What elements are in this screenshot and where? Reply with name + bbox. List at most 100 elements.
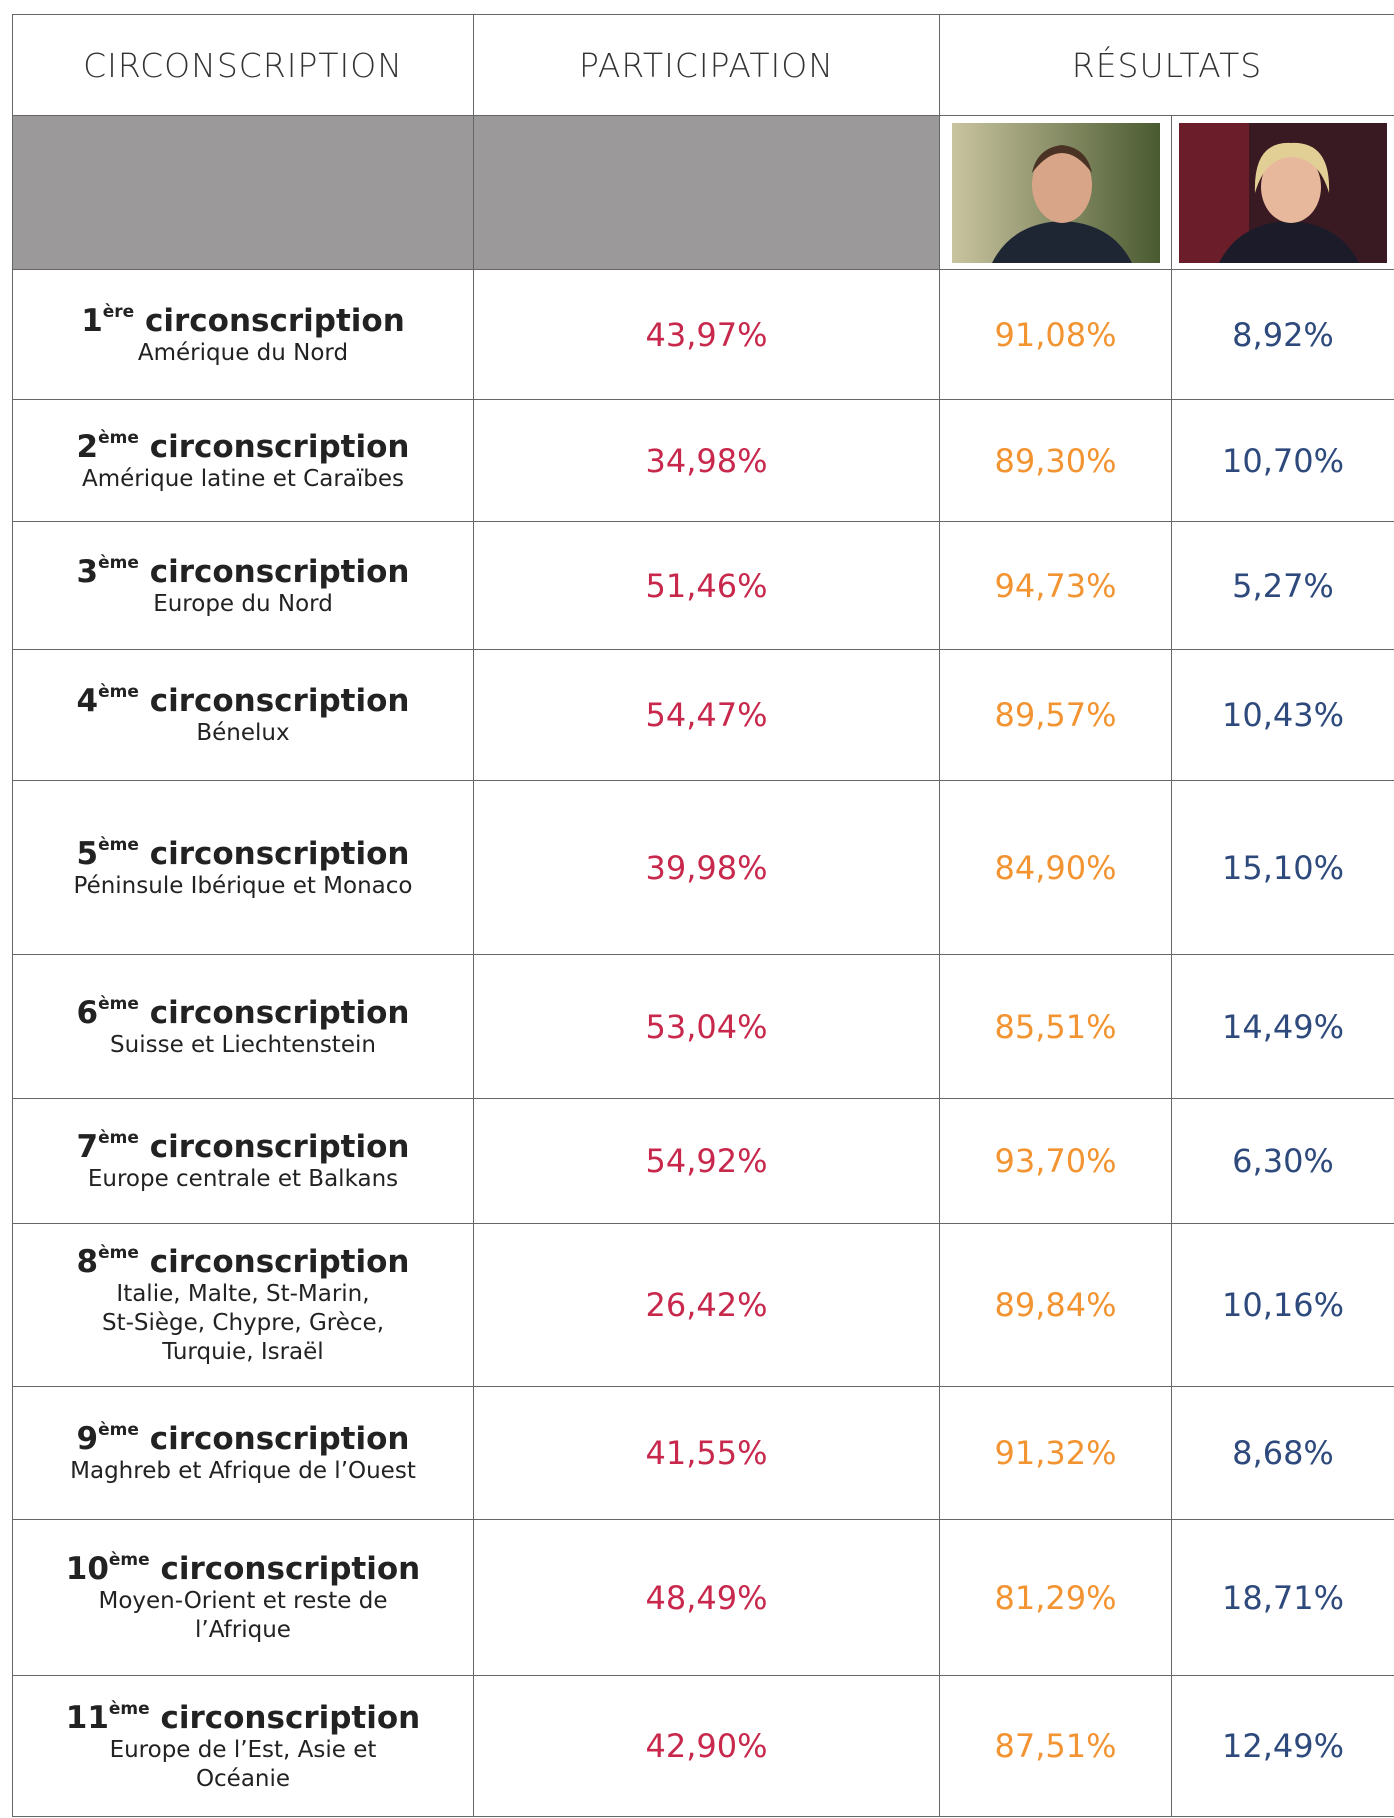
- header-text: RÉSULTATS: [1072, 46, 1262, 85]
- district-label: circonscription: [150, 554, 410, 590]
- district-region: Italie, Malte, St-Marin,: [116, 1280, 369, 1309]
- header-cell: PARTICIPATION: [474, 14, 940, 116]
- value: 93,70%: [994, 1142, 1116, 1180]
- district-title: 6ème circonscription: [77, 994, 410, 1031]
- district-label: circonscription: [145, 303, 405, 339]
- table-cell: 85,51%: [940, 955, 1172, 1099]
- value: 34,98%: [645, 442, 767, 480]
- district-label: circonscription: [150, 1421, 410, 1457]
- table-cell: 15,10%: [1172, 781, 1394, 955]
- district-suffix: ème: [98, 835, 139, 855]
- value: 94,73%: [994, 567, 1116, 605]
- district-title: 4ème circonscription: [77, 682, 410, 719]
- district-number: 6: [77, 995, 99, 1031]
- value: 14,49%: [1222, 1008, 1344, 1046]
- district-title: 11ème circonscription: [66, 1699, 421, 1736]
- district-region: Océanie: [196, 1765, 290, 1794]
- table-cell: 84,90%: [940, 781, 1172, 955]
- photo-cell: [1172, 116, 1394, 270]
- table-cell: 87,51%: [940, 1676, 1172, 1817]
- table-cell: 41,55%: [474, 1387, 940, 1520]
- table-cell: 8,92%: [1172, 270, 1394, 400]
- district-number: 4: [77, 683, 99, 719]
- district-suffix: ème: [109, 1550, 150, 1570]
- district-region: Péninsule Ibérique et Monaco: [74, 872, 413, 901]
- value: 54,92%: [645, 1142, 767, 1180]
- table-cell: 54,47%: [474, 650, 940, 781]
- district-region: Maghreb et Afrique de l’Ouest: [70, 1457, 416, 1486]
- district-region: Suisse et Liechtenstein: [110, 1031, 376, 1060]
- table-cell: 43,97%: [474, 270, 940, 400]
- district-suffix: ème: [98, 682, 139, 702]
- district-title: 5ème circonscription: [77, 835, 410, 872]
- value: 8,92%: [1232, 316, 1334, 354]
- district-region: St-Siège, Chypre, Grèce,: [102, 1309, 384, 1338]
- district-title: 9ème circonscription: [77, 1420, 410, 1457]
- value: 81,29%: [994, 1579, 1116, 1617]
- header-text: PARTICIPATION: [579, 46, 834, 85]
- district-number: 5: [77, 836, 99, 872]
- district-number: 8: [77, 1244, 99, 1280]
- page: CIRCONSCRIPTION PARTICIPATION RÉSULTATS …: [0, 0, 1394, 1818]
- photo: [1179, 123, 1387, 263]
- table-cell: 10,43%: [1172, 650, 1394, 781]
- photo: [952, 123, 1160, 263]
- value: 51,46%: [645, 567, 767, 605]
- value: 15,10%: [1222, 849, 1344, 887]
- table-cell: 53,04%: [474, 955, 940, 1099]
- table-cell: 89,30%: [940, 400, 1172, 522]
- table-cell: 10,70%: [1172, 400, 1394, 522]
- table-cell: 6,30%: [1172, 1099, 1394, 1224]
- district-title: 2ème circonscription: [77, 428, 410, 465]
- value: 5,27%: [1232, 567, 1334, 605]
- gray-cell: [12, 116, 474, 270]
- district-number: 10: [66, 1551, 109, 1587]
- district-region: Moyen-Orient et reste de: [99, 1587, 388, 1616]
- value: 54,47%: [645, 696, 767, 734]
- district-label: circonscription: [150, 1129, 410, 1165]
- value: 26,42%: [645, 1286, 767, 1324]
- value: 43,97%: [645, 316, 767, 354]
- district-suffix: ème: [98, 1128, 139, 1148]
- value: 6,30%: [1232, 1142, 1334, 1180]
- district-label: circonscription: [150, 683, 410, 719]
- table-cell: 91,08%: [940, 270, 1172, 400]
- table-cell: 48,49%: [474, 1520, 940, 1676]
- district-region: Europe du Nord: [153, 590, 333, 619]
- table-cell: 5,27%: [1172, 522, 1394, 650]
- table-cell: 89,84%: [940, 1224, 1172, 1387]
- photo-cell: [940, 116, 1172, 270]
- district-suffix: ème: [109, 1699, 150, 1719]
- table-cell: 34,98%: [474, 400, 940, 522]
- district-title: 1ère circonscription: [81, 302, 405, 339]
- value: 87,51%: [994, 1727, 1116, 1765]
- table-cell: 54,92%: [474, 1099, 940, 1224]
- district-title: 7ème circonscription: [77, 1128, 410, 1165]
- district-number: 7: [77, 1129, 99, 1165]
- district-region: Turquie, Israël: [162, 1338, 323, 1367]
- district-label: circonscription: [150, 836, 410, 872]
- value: 41,55%: [645, 1434, 767, 1472]
- value: 89,57%: [994, 696, 1116, 734]
- value: 10,70%: [1222, 442, 1344, 480]
- gray-cell: [474, 116, 940, 270]
- table-cell: 89,57%: [940, 650, 1172, 781]
- table-cell: 91,32%: [940, 1387, 1172, 1520]
- district-suffix: ème: [98, 553, 139, 573]
- district-label: circonscription: [160, 1700, 420, 1736]
- district-number: 11: [66, 1700, 109, 1736]
- district-title: 10ème circonscription: [66, 1550, 421, 1587]
- value: 91,08%: [994, 316, 1116, 354]
- district-suffix: ème: [98, 1243, 139, 1263]
- district-label: circonscription: [150, 995, 410, 1031]
